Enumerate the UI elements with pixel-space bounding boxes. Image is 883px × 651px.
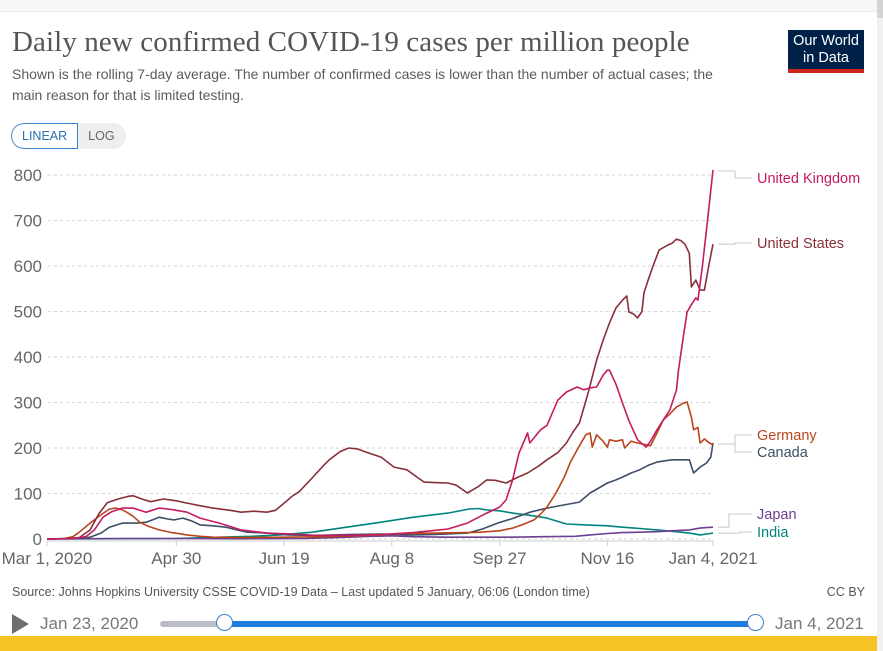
series-line-canada[interactable] [46,442,714,540]
timeline-end-label: Jan 4, 2021 [775,614,864,633]
series-label-canada[interactable]: Canada [757,445,809,461]
label-connector-canada [718,443,752,453]
x-tick-label: Aug 8 [370,549,414,568]
timeline-start-label: Jan 23, 2020 [40,614,139,633]
timeline-track[interactable] [160,621,755,627]
play-icon[interactable] [12,614,29,634]
series-label-united-states[interactable]: United States [757,236,844,252]
y-tick-label: 700 [14,212,42,231]
linear-scale-button[interactable]: LINEAR [11,123,79,149]
y-tick-label: 400 [14,348,42,367]
timeline-start-handle[interactable] [215,614,233,631]
label-connector-india [718,531,752,534]
y-tick-label: 100 [14,485,42,504]
browser-top-band [0,0,877,12]
x-tick-label: Mar 1, 2020 [2,549,93,568]
y-tick-label: 600 [14,257,42,276]
license-link[interactable]: CC BY [826,585,865,599]
chart-title: Daily new confirmed COVID-19 cases per m… [12,26,690,58]
y-tick-label: 300 [14,394,42,413]
logo-line-1: Our World [793,33,859,49]
label-connector-japan [718,513,752,528]
scrollbar-thumb[interactable] [877,0,883,18]
label-connector-germany [718,434,752,445]
x-tick-label: Apr 30 [151,549,201,568]
y-tick-label: 0 [33,530,42,549]
series-line-germany[interactable] [46,401,714,540]
scale-toggle: LINEAR LOG [11,123,126,149]
series-label-japan[interactable]: Japan [757,507,797,523]
owid-logo[interactable]: Our World in Data [788,30,864,73]
y-tick-label: 800 [14,166,42,185]
logo-stripe [788,69,864,73]
series-label-united-kingdom[interactable]: United Kingdom [757,171,860,187]
series-label-germany[interactable]: Germany [757,428,817,444]
x-tick-label: Jan 4, 2021 [669,549,758,568]
x-tick-label: Nov 16 [580,549,634,568]
page-scrollbar[interactable] [877,0,883,651]
timeline-end-handle[interactable] [746,614,764,631]
chart-subtitle: Shown is the rolling 7-day average. The … [12,66,713,103]
y-tick-label: 200 [14,439,42,458]
x-tick-label: Jun 19 [259,549,310,568]
series-line-united-kingdom[interactable] [46,169,714,540]
series-line-japan[interactable] [46,526,714,540]
timeline-selected-range [224,621,755,627]
log-scale-button[interactable]: LOG [88,129,115,143]
label-connector-united-kingdom [718,170,752,179]
logo-line-2: in Data [803,50,849,66]
series-label-india[interactable]: India [757,525,789,541]
label-connector-united-states [718,242,752,245]
x-tick-label: Sep 27 [473,549,527,568]
y-tick-label: 500 [14,303,42,322]
line-chart: 0 100 200 300 400 500 600 700 800 Mar 1, 2020 Apr … [2,166,861,568]
bottom-banner [0,636,877,651]
series-line-united-states[interactable] [46,238,714,540]
source-note[interactable]: Source: Johns Hopkins University CSSE CO… [12,585,590,599]
